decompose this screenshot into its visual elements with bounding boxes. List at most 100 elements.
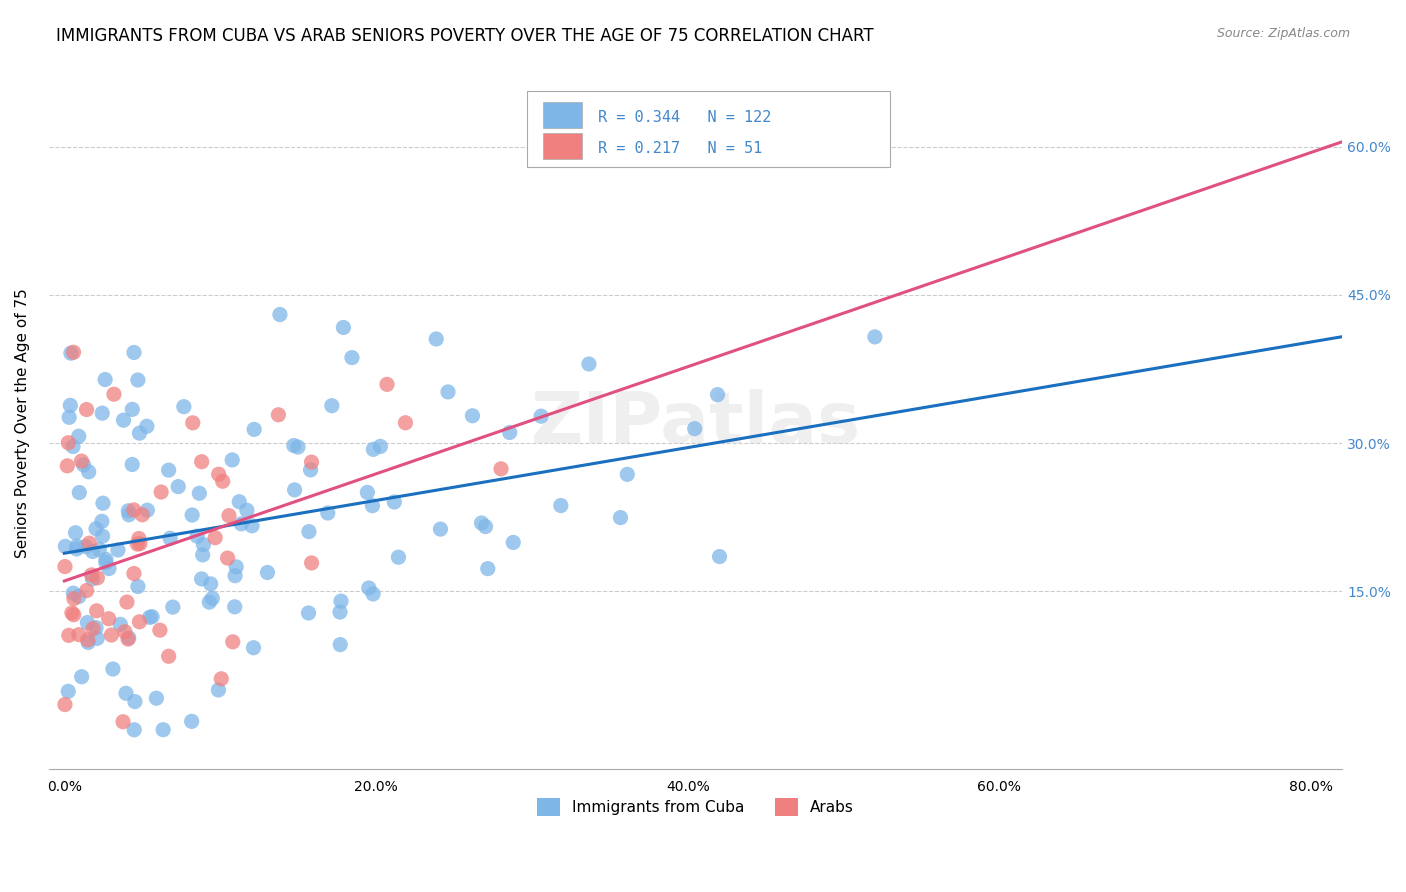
Point xyxy=(129,536,152,550)
Point xyxy=(502,535,524,549)
Point xyxy=(62,586,84,600)
Point xyxy=(361,587,384,601)
Point xyxy=(224,599,246,614)
Point xyxy=(181,508,204,522)
Point xyxy=(65,525,87,540)
Point xyxy=(122,723,145,737)
Point xyxy=(53,539,76,553)
Point xyxy=(190,572,212,586)
Point xyxy=(67,590,90,604)
Point xyxy=(198,595,221,609)
Point xyxy=(329,605,352,619)
Point xyxy=(135,419,157,434)
Point xyxy=(217,551,239,566)
Point xyxy=(76,632,98,647)
Point xyxy=(82,622,104,636)
Point xyxy=(86,571,108,585)
Point xyxy=(706,387,728,401)
Point xyxy=(709,549,731,564)
Text: ZIPatlas: ZIPatlas xyxy=(530,389,860,458)
Point xyxy=(77,465,100,479)
Text: IMMIGRANTS FROM CUBA VS ARAB SENIORS POVERTY OVER THE AGE OF 75 CORRELATION CHAR: IMMIGRANTS FROM CUBA VS ARAB SENIORS POV… xyxy=(56,27,875,45)
Point xyxy=(70,670,93,684)
Point xyxy=(122,345,145,359)
Point xyxy=(200,577,222,591)
Point xyxy=(86,604,108,618)
Point xyxy=(76,615,98,630)
Point xyxy=(387,550,409,565)
Point xyxy=(361,499,384,513)
Point xyxy=(477,561,499,575)
Point xyxy=(121,402,143,417)
Point xyxy=(94,552,117,566)
Point xyxy=(340,351,363,365)
Point xyxy=(145,691,167,706)
Point xyxy=(58,628,80,642)
Point xyxy=(53,698,76,712)
FancyBboxPatch shape xyxy=(543,102,582,128)
Point xyxy=(609,510,631,524)
Point xyxy=(128,532,150,546)
Point xyxy=(316,506,339,520)
Point xyxy=(94,556,117,570)
Point xyxy=(149,623,172,637)
Point xyxy=(121,458,143,472)
Point xyxy=(283,438,305,452)
Point xyxy=(72,458,94,472)
Point xyxy=(301,455,323,469)
Y-axis label: Seniors Poverty Over the Age of 75: Seniors Poverty Over the Age of 75 xyxy=(15,288,30,558)
Point xyxy=(114,624,136,639)
Point xyxy=(167,480,190,494)
Point xyxy=(208,467,231,482)
Point xyxy=(180,714,202,729)
Point xyxy=(224,568,246,582)
Point xyxy=(863,330,886,344)
Point xyxy=(382,495,405,509)
Point xyxy=(59,398,82,412)
Point xyxy=(66,539,89,553)
Point xyxy=(228,494,250,508)
Text: Source: ZipAtlas.com: Source: ZipAtlas.com xyxy=(1216,27,1350,40)
Point xyxy=(91,406,114,420)
Point xyxy=(425,332,447,346)
Point xyxy=(222,635,245,649)
Point xyxy=(201,591,224,606)
FancyBboxPatch shape xyxy=(543,133,582,159)
Point xyxy=(58,410,80,425)
Point xyxy=(84,621,107,635)
Point xyxy=(242,640,264,655)
Point xyxy=(56,458,79,473)
Point xyxy=(375,377,398,392)
Point xyxy=(90,514,112,528)
Point xyxy=(299,463,322,477)
Point xyxy=(329,638,352,652)
Point xyxy=(62,607,84,622)
Point xyxy=(287,440,309,454)
Point xyxy=(190,455,212,469)
Point xyxy=(578,357,600,371)
Point xyxy=(128,615,150,629)
Point xyxy=(209,672,232,686)
Point xyxy=(110,617,132,632)
Point xyxy=(498,425,520,440)
Point xyxy=(117,504,139,518)
Point xyxy=(136,503,159,517)
Point xyxy=(127,579,149,593)
Point xyxy=(162,600,184,615)
Text: R = 0.217   N = 51: R = 0.217 N = 51 xyxy=(599,141,762,155)
Point xyxy=(58,684,80,698)
Point xyxy=(429,522,451,536)
Point xyxy=(141,609,163,624)
Point xyxy=(356,485,378,500)
Point xyxy=(437,384,460,399)
Text: R = 0.344   N = 122: R = 0.344 N = 122 xyxy=(599,110,772,125)
Point xyxy=(159,531,181,545)
Point xyxy=(186,529,208,543)
Point xyxy=(204,531,226,545)
Point xyxy=(122,503,145,517)
Point xyxy=(58,435,80,450)
Point xyxy=(218,508,240,523)
Legend: Immigrants from Cuba, Arabs: Immigrants from Cuba, Arabs xyxy=(529,790,862,824)
Point xyxy=(94,372,117,386)
Point xyxy=(112,714,135,729)
